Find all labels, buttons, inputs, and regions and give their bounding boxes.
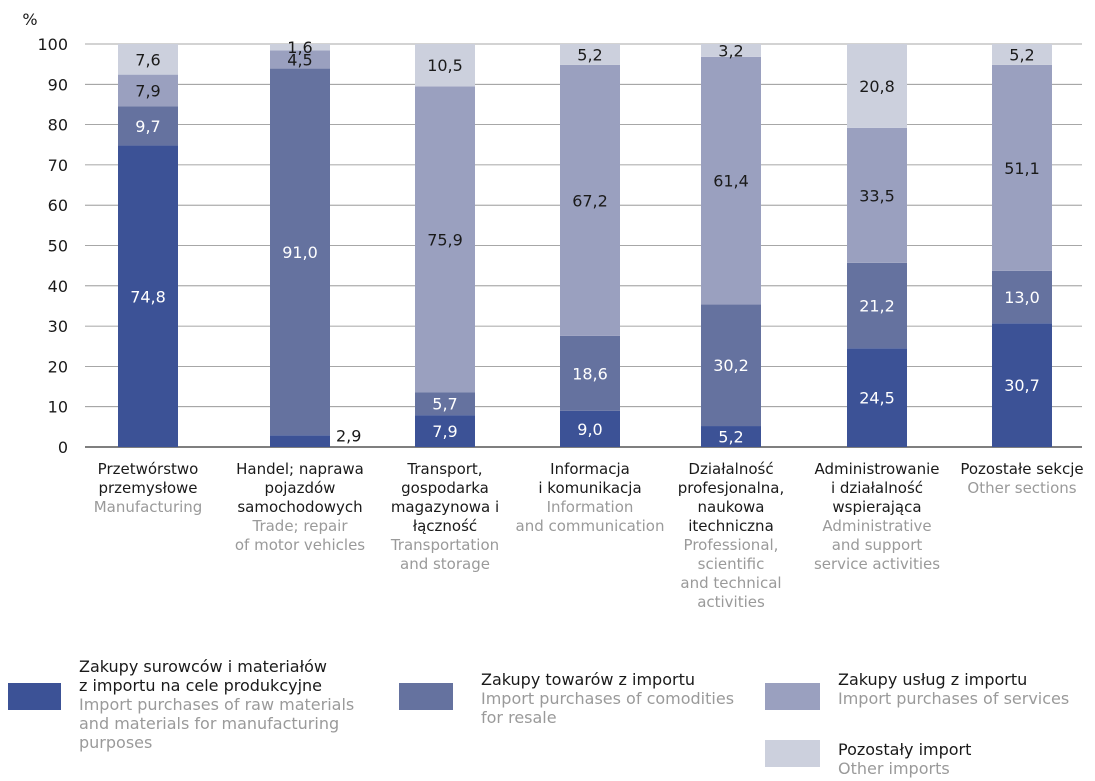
data-label: 33,5: [859, 186, 895, 205]
y-tick-label: 30: [48, 317, 68, 336]
bar-segment: [560, 335, 620, 411]
x-axis: Przetwórstwo przemysłowe Manufacturing Hand…: [94, 460, 1084, 611]
x-tick-label: Administrowanie i działalność wspierająca A…: [814, 460, 940, 573]
data-label: 18,6: [572, 364, 608, 383]
data-label: 10,5: [427, 56, 463, 75]
data-label: 61,4: [713, 172, 749, 191]
data-label: 4,5: [287, 51, 312, 70]
y-axis: 0 10 20 30 40 50 60 70 80 90 100%: [22, 10, 68, 457]
bar-segment: [415, 415, 475, 447]
bar-segment: [992, 270, 1052, 324]
bar-segment: [701, 304, 761, 427]
x-tick-label: Działalność profesjonalna, naukowa itechnic…: [678, 460, 785, 611]
bar-segment: [847, 44, 907, 128]
data-label: 7,9: [432, 422, 457, 441]
bar-segment: [118, 106, 178, 146]
x-tick-label: Informacja i komunikacja Information and co…: [516, 460, 665, 535]
y-tick-label: 0: [58, 438, 68, 457]
data-label: 5,2: [1009, 45, 1034, 64]
x-tick-label: Transport, gospodarka magazynowa i łączność…: [390, 460, 499, 573]
x-tick-label: Pozostałe sekcje Other sections: [960, 460, 1083, 497]
data-label: 91,0: [282, 243, 318, 262]
data-label: 9,0: [577, 420, 602, 439]
bar-segment: [992, 44, 1052, 65]
bar-segment: [270, 68, 330, 436]
data-label: 2,9: [336, 426, 361, 445]
bars: [118, 44, 1052, 447]
data-label: 5,2: [577, 45, 602, 64]
y-unit-label: %: [22, 10, 37, 29]
bar-segment: [560, 410, 620, 447]
y-tick-label: 60: [48, 196, 68, 215]
data-label: 51,1: [1004, 159, 1040, 178]
data-label: 7,9: [135, 82, 160, 101]
data-label: 9,7: [135, 117, 160, 136]
bar-segment: [560, 64, 620, 336]
x-tick-label: Przetwórstwo przemysłowe Manufacturing: [94, 460, 203, 516]
bar-segment: [270, 50, 330, 69]
data-label: 20,8: [859, 77, 895, 96]
bar-segment: [415, 86, 475, 393]
data-label: 1,6: [287, 38, 312, 57]
data-label: 30,2: [713, 356, 749, 375]
bar-segment: [701, 426, 761, 447]
y-tick-label: 70: [48, 156, 68, 175]
bar-segment: [701, 44, 761, 57]
bar-segment: [847, 348, 907, 447]
bar-segment: [560, 44, 620, 65]
bar-segment: [118, 44, 178, 75]
bar-segment: [701, 56, 761, 305]
data-label: 21,2: [859, 297, 895, 316]
y-tick-label: 100: [37, 35, 68, 54]
y-tick-label: 80: [48, 116, 68, 135]
y-tick-label: 90: [48, 75, 68, 94]
data-label: 24,5: [859, 389, 895, 408]
data-label: 3,2: [718, 41, 743, 60]
data-label: 74,8: [130, 287, 166, 306]
data-label: 75,9: [427, 230, 463, 249]
data-label: 7,6: [135, 50, 160, 69]
data-label: 13,0: [1004, 288, 1040, 307]
data-labels: 74,8 9,7 7,9 7,6 2,9 91,0 4,51,6 7,9 5,7 75,9 10,5…: [130, 38, 1040, 446]
bar-segment: [415, 44, 475, 87]
bar-segment: [118, 74, 178, 107]
bar-segment: [415, 392, 475, 416]
y-tick-label: 40: [48, 277, 68, 296]
bar-segment: [270, 435, 330, 447]
bar-segment: [992, 323, 1052, 447]
data-label: 5,7: [432, 395, 457, 414]
bar-segment: [847, 127, 907, 263]
x-tick-label: Handel; naprawa pojazdów samochodowych Trad…: [235, 460, 365, 554]
data-label: 5,2: [718, 428, 743, 447]
bar-segment: [847, 262, 907, 349]
bar-segment: [992, 64, 1052, 271]
y-tick-label: 10: [48, 398, 68, 417]
data-label: 30,7: [1004, 376, 1040, 395]
bar-segment: [270, 44, 330, 51]
bar-segment: [118, 145, 178, 447]
data-label: 67,2: [572, 191, 608, 210]
y-tick-label: 20: [48, 357, 68, 376]
y-tick-label: 50: [48, 237, 68, 256]
